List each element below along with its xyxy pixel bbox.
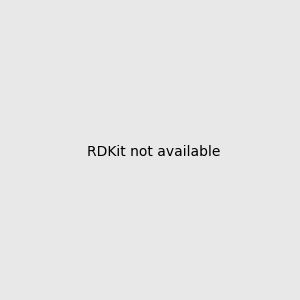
Text: RDKit not available: RDKit not available — [87, 145, 220, 158]
